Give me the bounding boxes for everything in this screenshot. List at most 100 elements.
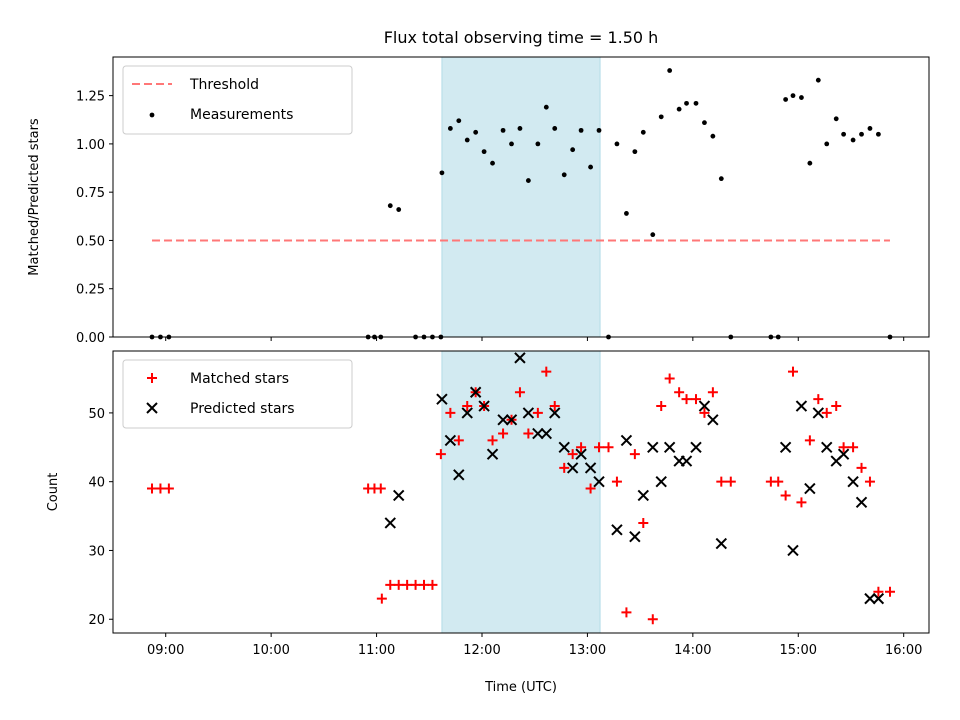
measurement-point xyxy=(578,127,584,133)
matched-star-point xyxy=(147,483,158,494)
predicted-star-point xyxy=(804,482,816,495)
measurement-point xyxy=(570,147,576,153)
matched-star-point xyxy=(376,593,387,604)
matched-star-point xyxy=(638,517,649,528)
matched-star-point xyxy=(523,428,534,439)
measurement-point xyxy=(561,172,567,178)
matched-star-point xyxy=(410,579,421,590)
measurement-point xyxy=(859,131,864,137)
top-axes-frame xyxy=(112,56,930,338)
predicted-star-point xyxy=(461,407,473,419)
predicted-star-point xyxy=(837,448,850,460)
measurement-point xyxy=(650,232,656,238)
measurement-point xyxy=(875,131,881,137)
x-tick-label: 12:00 xyxy=(463,643,500,658)
matched-star-point xyxy=(402,579,413,590)
matched-star-point xyxy=(427,579,438,590)
predicted-star-point xyxy=(532,427,544,440)
bottom-y-tick-label: 20 xyxy=(88,613,105,628)
predicted-star-point xyxy=(629,530,641,543)
measurement-point xyxy=(447,126,453,131)
matched-star-point xyxy=(707,387,718,398)
measurement-point xyxy=(481,149,487,155)
predicted-star-point xyxy=(707,414,719,426)
measurement-point xyxy=(815,77,821,83)
measurement-point xyxy=(867,126,873,131)
measurement-point xyxy=(464,137,470,143)
predicted-star-point xyxy=(812,407,825,419)
measurement-point xyxy=(841,131,847,137)
measurement-point xyxy=(624,211,629,216)
predicted-star-point xyxy=(436,393,448,405)
measurement-point xyxy=(702,120,707,126)
chart-title: Flux total observing time = 1.50 h xyxy=(384,28,659,47)
measurement-point xyxy=(667,68,673,73)
matched-star-point xyxy=(681,394,692,405)
measurement-point xyxy=(509,141,514,147)
matched-star-point xyxy=(873,586,884,597)
predicted-star-point xyxy=(566,462,579,474)
matched-star-point xyxy=(445,407,456,418)
predicted-star-point xyxy=(453,469,465,481)
measurement-point xyxy=(824,141,830,147)
bottom-series-matched-stars xyxy=(147,366,895,625)
matched-star-point xyxy=(864,476,875,487)
matched-star-point xyxy=(576,442,587,453)
x-tick-label: 16:00 xyxy=(885,643,922,658)
legend-label: Matched stars xyxy=(190,371,289,387)
legend-box xyxy=(122,65,353,135)
matched-star-point xyxy=(419,579,430,590)
matched-star-point xyxy=(532,407,543,418)
predicted-star-point xyxy=(611,524,623,536)
measurement-point xyxy=(456,118,462,124)
matched-star-point xyxy=(664,373,675,384)
matched-star-point xyxy=(514,387,525,398)
measurement-point xyxy=(396,207,402,212)
predicted-star-point xyxy=(593,475,605,488)
predicted-star-point xyxy=(637,489,650,502)
predicted-star-point xyxy=(663,441,676,454)
top-y-tick-label: 0.00 xyxy=(76,331,105,346)
predicted-star-point xyxy=(497,414,509,426)
matched-star-point xyxy=(838,442,849,453)
predicted-star-point xyxy=(864,592,876,605)
measurement-point xyxy=(850,137,856,143)
matched-star-point xyxy=(656,401,667,412)
measurement-point xyxy=(693,100,699,106)
x-tick-label: 10:00 xyxy=(252,643,289,658)
matched-star-point xyxy=(585,483,596,494)
matched-star-point xyxy=(594,442,605,453)
predicted-star-point xyxy=(647,441,659,454)
top-y-tick-label: 1.25 xyxy=(76,90,105,105)
measurement-point xyxy=(490,160,495,166)
x-tick-label: 14:00 xyxy=(674,643,711,658)
matched-star-point xyxy=(674,387,685,398)
predicted-star-point xyxy=(680,455,693,467)
measurement-point xyxy=(588,164,593,170)
matched-star-point xyxy=(462,401,473,412)
matched-star-point xyxy=(884,586,895,597)
top-observing-span xyxy=(441,56,601,338)
predicted-star-point xyxy=(575,448,587,460)
matched-star-point xyxy=(796,497,807,508)
legend-label: Threshold xyxy=(189,77,259,93)
predicted-star-point xyxy=(469,386,482,398)
predicted-star-point xyxy=(558,441,570,454)
matched-star-point xyxy=(375,483,386,494)
measurement-point xyxy=(684,100,689,106)
predicted-star-point xyxy=(384,517,396,529)
matched-star-point xyxy=(567,449,578,460)
measurement-point xyxy=(783,97,789,102)
predicted-star-point xyxy=(698,400,711,412)
measurement-point xyxy=(517,126,523,131)
bottom-observing-span xyxy=(441,350,601,634)
measurement-point xyxy=(500,127,506,133)
x-tick-label: 09:00 xyxy=(147,643,184,658)
predicted-star-point xyxy=(787,544,799,557)
matched-star-point xyxy=(780,490,791,501)
measurement-point xyxy=(799,95,804,100)
measurement-point xyxy=(658,114,664,120)
measurement-point xyxy=(676,106,682,112)
top-y-tick-label: 0.50 xyxy=(76,234,105,249)
bottom-legend: Matched stars Predicted stars xyxy=(122,359,353,429)
